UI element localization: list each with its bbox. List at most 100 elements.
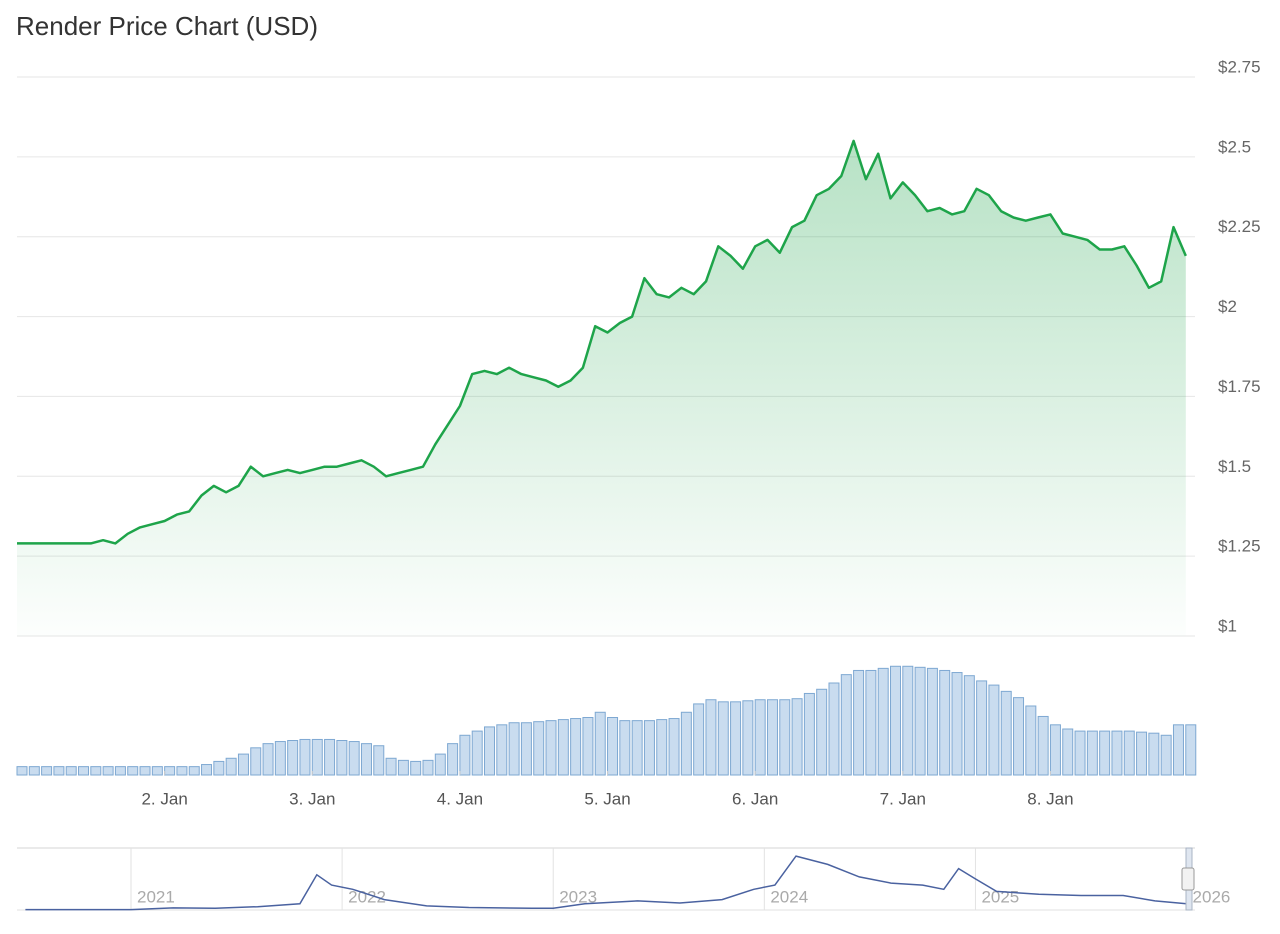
volume-bar	[1123, 730, 1135, 776]
volume-bar	[151, 766, 163, 776]
volume-bar	[508, 722, 520, 776]
volume-bar	[902, 665, 914, 776]
volume-bar	[397, 759, 409, 776]
volume-bar	[1086, 730, 1098, 776]
navigator-tick-label: 2021	[137, 887, 175, 906]
x-tick-label: 7. Jan	[880, 789, 926, 808]
volume-bar	[102, 766, 114, 776]
volume-bar	[213, 760, 225, 776]
volume-bar	[139, 766, 151, 776]
volume-bar	[287, 740, 299, 776]
volume-bar	[496, 724, 508, 776]
volume-bar	[1025, 705, 1037, 776]
volume-bar	[840, 674, 852, 776]
volume-bar	[336, 740, 348, 776]
volume-bar	[28, 766, 40, 776]
volume-bar	[631, 720, 643, 776]
price-line	[17, 139, 1187, 545]
volume-bar	[373, 745, 385, 776]
volume-bar	[643, 720, 655, 776]
volume-bar	[348, 741, 360, 776]
volume-bar	[1185, 724, 1197, 776]
volume-bar	[914, 666, 926, 776]
volume-bar	[520, 722, 532, 776]
volume-bar	[324, 738, 336, 776]
volume-bar	[754, 699, 766, 776]
volume-bar	[557, 719, 569, 776]
volume-bar	[680, 711, 692, 776]
volume-bar	[1000, 690, 1012, 776]
volume-bar	[65, 766, 77, 776]
x-tick-label: 6. Jan	[732, 789, 778, 808]
volume-bar	[742, 700, 754, 776]
volume-bar	[668, 718, 680, 776]
y-tick-label: $1.25	[1218, 537, 1261, 556]
volume-bar	[422, 759, 434, 776]
volume-bar	[250, 747, 262, 776]
navigator-tick-label: 2024	[770, 887, 808, 906]
y-tick-label: $2.25	[1218, 217, 1261, 236]
volume-bar	[1099, 730, 1111, 776]
volume-bar	[1037, 715, 1049, 776]
volume-bar	[828, 682, 840, 776]
volume-bar	[582, 717, 594, 776]
chart-title: Render Price Chart (USD)	[16, 11, 318, 41]
volume-bar	[533, 721, 545, 776]
volume-bar	[988, 684, 1000, 776]
volume-bar	[1049, 724, 1061, 776]
volume-bar	[791, 698, 803, 776]
volume-bar	[114, 766, 126, 776]
volume-bar	[816, 688, 828, 776]
volume-bar	[594, 711, 606, 776]
volume-bar	[1013, 697, 1025, 776]
navigator-line	[25, 855, 1187, 911]
volume-bar	[926, 667, 938, 776]
volume-bar	[471, 730, 483, 776]
volume-bar	[262, 743, 274, 776]
volume-bar	[447, 743, 459, 776]
volume-bar	[360, 743, 372, 776]
volume-bar	[311, 738, 323, 776]
navigator-tick-label: 2026	[1193, 887, 1231, 906]
y-tick-label: $2.75	[1218, 57, 1261, 76]
volume-bar	[201, 764, 213, 776]
navigator-tick-label: 2022	[348, 887, 386, 906]
volume-bar	[1074, 730, 1086, 776]
x-tick-label: 2. Jan	[141, 789, 187, 808]
volume-bar	[41, 766, 53, 776]
volume-bar	[779, 699, 791, 776]
volume-bar	[127, 766, 139, 776]
y-tick-label: $1.75	[1218, 377, 1261, 396]
volume-bar	[570, 718, 582, 776]
volume-bar	[53, 766, 65, 776]
volume-bar	[693, 703, 705, 776]
volume-bar	[484, 726, 496, 776]
volume-bar	[1172, 724, 1184, 776]
volume-bar	[963, 675, 975, 776]
volume-bar	[385, 757, 397, 776]
price-area	[17, 140, 1186, 636]
volume-bar	[656, 719, 668, 776]
volume-bar	[1062, 728, 1074, 776]
volume-bar	[225, 757, 237, 776]
volume-bar	[90, 766, 102, 776]
volume-bar	[237, 753, 249, 776]
y-tick-label: $2	[1218, 297, 1237, 316]
volume-bar	[853, 669, 865, 776]
volume-bar	[607, 717, 619, 776]
navigator-tick-label: 2025	[981, 887, 1019, 906]
navigator-tick-label: 2023	[559, 887, 597, 906]
volume-bar	[619, 720, 631, 776]
volume-bar	[976, 680, 988, 776]
x-tick-label: 4. Jan	[437, 789, 483, 808]
volume-bar	[164, 766, 176, 776]
volume-bar	[717, 701, 729, 776]
volume-bar	[274, 741, 286, 776]
y-tick-label: $1.5	[1218, 457, 1251, 476]
volume-bar	[434, 753, 446, 776]
volume-bar	[951, 672, 963, 776]
volume-bar	[459, 734, 471, 776]
volume-bar	[877, 667, 889, 776]
volume-bar	[865, 669, 877, 776]
